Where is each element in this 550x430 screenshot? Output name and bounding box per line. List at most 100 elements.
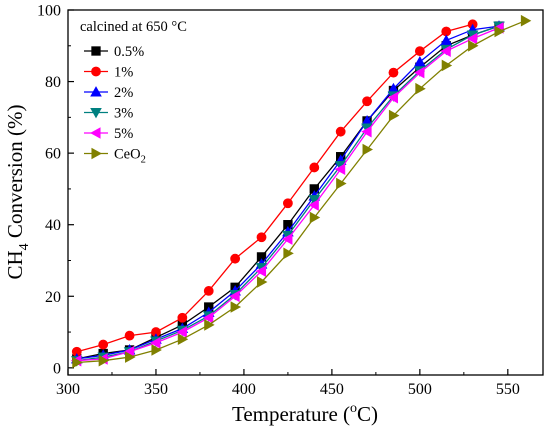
x-axis-title-rest: C): [357, 402, 378, 426]
data-point: [308, 199, 319, 211]
x-tick-label: 500: [408, 381, 432, 398]
data-point: [177, 312, 188, 323]
series-1: [71, 19, 478, 357]
legend-label: 3%: [114, 106, 133, 122]
legend-title: calcined at 650 °C: [80, 19, 187, 35]
data-point: [203, 286, 214, 296]
data-point: [466, 32, 478, 45]
data-point: [361, 125, 372, 138]
data-point: [72, 356, 83, 369]
data-point: [256, 276, 268, 288]
data-point: [362, 143, 373, 156]
legend-item: 5%: [84, 126, 133, 142]
x-tick-label: 400: [232, 381, 256, 398]
series-3: [70, 21, 505, 367]
legend-item: 2%: [84, 85, 133, 101]
data-point: [520, 14, 532, 27]
legend-swatch-marker: [90, 127, 101, 139]
data-point: [230, 253, 241, 264]
y-tick-label: 20: [45, 289, 61, 306]
series-line: [76, 25, 500, 362]
series-line: [76, 25, 500, 360]
legend-item: 0.5%: [84, 44, 144, 60]
y-tick-label: 80: [45, 74, 61, 91]
data-point: [494, 25, 505, 38]
data-point: [414, 46, 425, 57]
data-point: [468, 39, 479, 52]
legend-item: 3%: [84, 106, 133, 122]
legend-label: CeO2: [114, 147, 146, 166]
y-axis-title-rest: Conversion (%): [3, 104, 27, 243]
legend-swatch-marker: [91, 147, 102, 160]
data-point: [387, 91, 398, 104]
y-tick-label: 0: [53, 360, 61, 377]
y-tick-label: 60: [45, 146, 61, 163]
data-point: [125, 351, 136, 363]
legend-label-sub: 2: [141, 155, 146, 166]
y-tick-label: 100: [37, 3, 61, 20]
data-point: [334, 163, 346, 176]
series-line: [76, 25, 500, 360]
data-point: [283, 198, 293, 209]
data-point: [441, 59, 453, 72]
plot-frame: [67, 9, 544, 376]
legend-label-main: CeO: [114, 147, 141, 163]
data-point: [151, 344, 162, 356]
legend-label: 1%: [114, 65, 133, 81]
legend-label: 0.5%: [114, 44, 144, 60]
y-tick-label: 40: [45, 217, 61, 234]
data-point: [415, 82, 426, 95]
data-point: [308, 195, 321, 206]
data-point: [177, 333, 189, 346]
legend-label: 2%: [114, 85, 133, 101]
data-point: [176, 326, 187, 338]
series-layer: [70, 14, 532, 369]
y-axis-title: CH4 Conversion (%): [3, 104, 32, 279]
data-point: [230, 301, 242, 313]
data-point: [202, 311, 214, 324]
data-point: [414, 55, 426, 67]
data-point: [440, 45, 451, 57]
legend-swatch-marker: [90, 107, 102, 119]
y-axis-title-sub: 4: [17, 243, 32, 250]
data-point: [336, 177, 347, 190]
series-ceo2: [72, 14, 532, 369]
series-line: [76, 23, 473, 353]
data-point: [413, 66, 425, 79]
x-axis-title: Temperature (oC): [232, 401, 378, 426]
x-tick-label: 350: [144, 381, 168, 398]
legend-label: 5%: [114, 126, 133, 142]
y-axis-title-main: CH: [3, 250, 27, 279]
data-point: [98, 339, 109, 350]
data-point: [440, 34, 453, 45]
legend-item: CeO2: [84, 147, 146, 166]
data-point: [388, 109, 400, 122]
series-5: [70, 22, 504, 367]
legend: calcined at 650 °C 0.5% 1% 2% 3% 5% CeO2: [80, 19, 187, 166]
x-tick-label: 550: [496, 381, 520, 398]
data-point: [281, 233, 293, 245]
legend-swatch-marker: [90, 86, 102, 97]
data-point: [283, 247, 294, 260]
data-point: [150, 336, 161, 349]
data-point: [204, 319, 215, 331]
legend-swatch-marker: [91, 46, 101, 56]
series-05: [72, 21, 504, 364]
series-line: [76, 20, 526, 364]
data-point: [255, 265, 267, 278]
series-line: [76, 27, 500, 362]
legend-item: 1%: [84, 65, 133, 81]
data-point: [309, 211, 321, 224]
x-tick-label: 300: [56, 381, 80, 398]
data-point: [124, 330, 135, 341]
data-point: [98, 354, 110, 367]
data-point: [256, 232, 267, 243]
x-axis-title-sup: o: [350, 401, 357, 416]
data-point: [362, 96, 372, 107]
data-point: [309, 162, 320, 173]
x-axis-title-main: Temperature (: [232, 402, 350, 426]
data-point: [229, 290, 240, 303]
x-tick-label: 450: [320, 381, 344, 398]
axis-ticks: 300 350 400 450 500 550 0 20 40 60 80 100: [37, 3, 520, 399]
